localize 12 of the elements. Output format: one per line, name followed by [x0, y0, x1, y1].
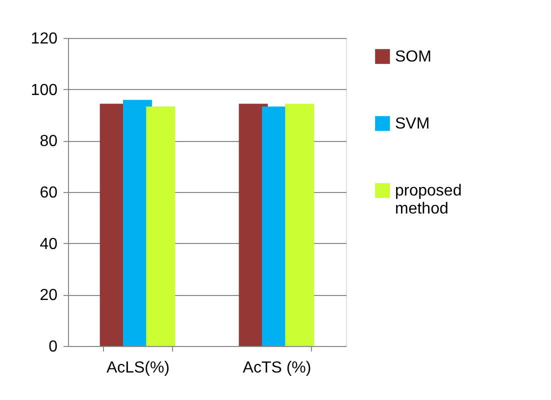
y-tick-label: 20	[40, 287, 58, 304]
y-tick-label: 80	[40, 133, 58, 150]
x-tick-label: AcLS(%)	[106, 360, 170, 376]
y-tick-label: 60	[40, 184, 58, 202]
legend-label: proposed method	[395, 182, 462, 218]
legend-label: SVM	[395, 116, 430, 132]
y-tick-label: 40	[40, 236, 58, 253]
y-tick-label: 100	[30, 82, 58, 99]
y-tick-label: 120	[30, 30, 58, 48]
x-tick-label: AcTS (%)	[242, 360, 312, 376]
y-tick-label: 0	[48, 338, 58, 356]
legend-label: SOM	[395, 48, 432, 66]
